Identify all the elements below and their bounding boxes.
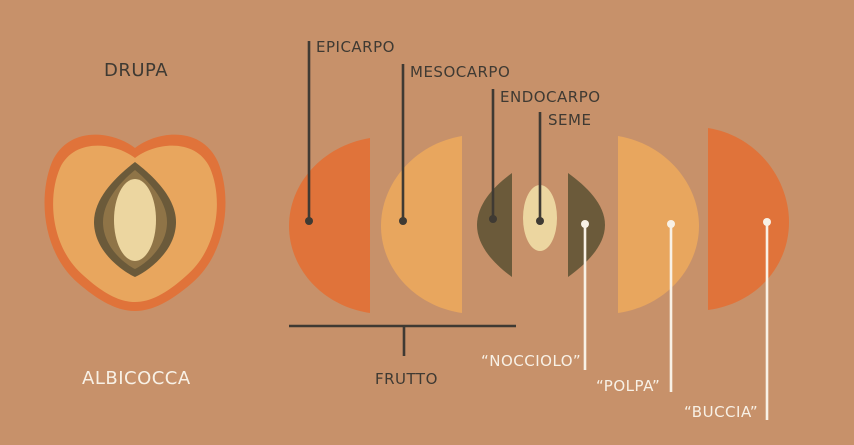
dark-leader-dots bbox=[305, 215, 544, 225]
pulp-slice bbox=[618, 136, 699, 313]
dark-leader-lines bbox=[289, 41, 542, 356]
skin-common-label: “BUCCIA” bbox=[684, 403, 759, 421]
endocarp-label: ENDOCARPO bbox=[500, 88, 601, 106]
mesocarp-slice bbox=[381, 136, 462, 313]
epicarp-slice bbox=[289, 138, 370, 313]
pulp-common-label: “POLPA” bbox=[596, 377, 661, 395]
epicarp-label: EPICARPO bbox=[316, 38, 395, 56]
mesocarp-label: MESOCARPO bbox=[410, 63, 511, 81]
seed-label: SEME bbox=[548, 111, 592, 129]
diagram-title: DRUPA bbox=[104, 60, 169, 81]
light-leader-lines bbox=[583, 222, 769, 420]
fruit-group-label: FRUTTO bbox=[375, 370, 438, 388]
apricot-cross-section bbox=[44, 134, 226, 311]
skin-slice bbox=[708, 128, 789, 310]
fruit-name-label: ALBICOCCA bbox=[82, 368, 191, 389]
endocarp-left-half bbox=[477, 173, 512, 277]
stone-common-label: “NOCCIOLO” bbox=[481, 352, 582, 370]
apricot-seed-shape bbox=[114, 179, 156, 261]
light-leader-dots bbox=[581, 218, 771, 228]
